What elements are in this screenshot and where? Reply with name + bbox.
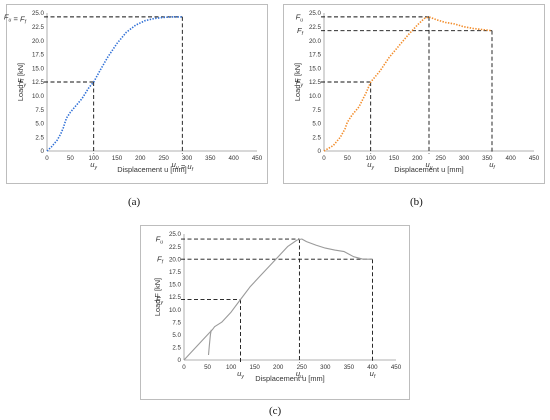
chart-a-svg: 0 2.5 5.0 7.5 10.0 12.5 15.0 17.5 20.0 22.5 25.0 0 5… <box>4 10 263 174</box>
x-tick-label: 250 <box>297 364 308 371</box>
x-tick-label: 150 <box>389 155 400 162</box>
x-tick-label: 450 <box>391 364 402 371</box>
x-axis-title: Displacement u [mm] <box>394 165 463 174</box>
y-tick-label: 17.5 <box>32 52 45 59</box>
x-tick-label: 100 <box>366 155 377 162</box>
y-tick-label: 20.0 <box>32 38 45 45</box>
series-line-a-0 <box>46 16 183 152</box>
x-tick-label: 200 <box>412 155 423 162</box>
y-axis-title: Load F [kN] <box>293 63 302 101</box>
y-axis-title: Load F [kN] <box>16 63 25 101</box>
series-line-c-0 <box>183 238 373 361</box>
x-tick-label: 150 <box>250 364 261 371</box>
x-marker-label: uu <box>425 160 432 171</box>
y-tick-label: 0 <box>318 148 322 155</box>
x-tick-label: 50 <box>204 364 211 371</box>
x-tick-label: 0 <box>322 155 326 162</box>
y-tick-label: 17.5 <box>169 269 182 276</box>
y-tick-label: 10.0 <box>309 93 322 100</box>
y-tick-label: 5.0 <box>172 332 181 339</box>
y-tick-label: 7.5 <box>35 107 44 114</box>
x-tick-label: 100 <box>89 155 100 162</box>
caption-a: (a) <box>128 196 141 208</box>
series-line-c-1 <box>207 329 212 356</box>
y-marker-label: Fu <box>296 12 304 23</box>
y-tick-label: 7.5 <box>312 107 321 114</box>
y-marker-label: Ff <box>297 26 304 37</box>
x-tick-label: 250 <box>159 155 170 162</box>
y-marker-label: Fu <box>156 234 164 245</box>
caption-b: (b) <box>410 196 423 208</box>
y-marker-label: Fu = Ff <box>4 12 27 25</box>
y-tick-label: 22.5 <box>169 244 182 251</box>
x-tick-label: 50 <box>67 155 74 162</box>
y-tick-label: 15.0 <box>169 282 182 289</box>
y-tick-label: 7.5 <box>172 319 181 326</box>
x-tick-label: 100 <box>226 364 237 371</box>
x-marker-label: uy <box>90 160 97 171</box>
x-marker-label: uy <box>367 160 374 171</box>
y-marker-label: Ff <box>157 255 164 266</box>
x-tick-label: 400 <box>506 155 517 162</box>
caption-c: (c) <box>269 405 282 417</box>
y-tick-label: 2.5 <box>312 134 321 141</box>
y-tick-label: 5.0 <box>312 121 321 128</box>
y-tick-label: 22.5 <box>32 24 45 31</box>
y-tick-label: 15.0 <box>309 65 322 72</box>
x-marker-label: uu = uf <box>172 160 194 173</box>
y-tick-label: 17.5 <box>309 52 322 59</box>
y-tick-label: 5.0 <box>35 121 44 128</box>
chart-panel-a: 0 2.5 5.0 7.5 10.0 12.5 15.0 17.5 20.0 22.5 25.0 0 5… <box>4 4 268 184</box>
y-tick-label: 25.0 <box>169 231 182 238</box>
y-tick-label: 2.5 <box>35 134 44 141</box>
y-tick-label: 10.0 <box>169 307 182 314</box>
y-tick-label: 25.0 <box>32 10 45 17</box>
y-tick-label: 0 <box>41 148 45 155</box>
x-marker-label: uf <box>370 369 376 380</box>
y-marker-label: Fy <box>156 295 164 306</box>
y-tick-label: 12.5 <box>309 79 322 86</box>
chart-c-svg: 0 2.5 5.0 7.5 10.0 12.5 15.0 17.5 20.0 22.5 25.0 0 5… <box>153 231 402 383</box>
x-tick-label: 350 <box>205 155 216 162</box>
y-marker-label: Fy <box>296 77 304 88</box>
y-tick-label: 25.0 <box>309 10 322 17</box>
y-tick-label: 12.5 <box>32 79 45 86</box>
y-tick-label: 20.0 <box>309 38 322 45</box>
y-tick-label: 10.0 <box>32 93 45 100</box>
y-tick-label: 15.0 <box>32 65 45 72</box>
x-tick-label: 400 <box>367 364 378 371</box>
x-axis-title: Displacement u [mm] <box>117 165 186 174</box>
x-axis-title: Displacement u [mm] <box>255 374 324 383</box>
x-tick-label: 350 <box>344 364 355 371</box>
y-marker-label: Fy <box>19 77 27 88</box>
y-tick-label: 12.5 <box>169 294 182 301</box>
x-tick-label: 250 <box>436 155 447 162</box>
x-marker-label: uu <box>296 369 303 380</box>
y-tick-label: 22.5 <box>309 24 322 31</box>
chart-b-svg: 0 2.5 5.0 7.5 10.0 12.5 15.0 17.5 20.0 22.5 25.0 0 5… <box>293 10 540 174</box>
x-tick-label: 0 <box>182 364 186 371</box>
x-tick-label: 300 <box>182 155 193 162</box>
x-tick-label: 200 <box>273 364 284 371</box>
x-tick-label: 300 <box>459 155 470 162</box>
x-tick-label: 450 <box>529 155 540 162</box>
x-marker-label: uy <box>237 369 244 380</box>
x-tick-label: 450 <box>252 155 263 162</box>
x-marker-label: uf <box>489 160 495 171</box>
chart-panel-b: 0 2.5 5.0 7.5 10.0 12.5 15.0 17.5 20.0 22.5 25.0 0 5… <box>283 4 545 184</box>
y-tick-label: 20.0 <box>169 256 182 263</box>
x-tick-label: 0 <box>45 155 49 162</box>
x-tick-label: 350 <box>482 155 493 162</box>
chart-panel-c: 0 2.5 5.0 7.5 10.0 12.5 15.0 17.5 20.0 22.5 25.0 0 5… <box>140 225 410 400</box>
y-tick-label: 0 <box>178 357 182 364</box>
y-axis-title: Load F [kN] <box>153 278 162 316</box>
y-tick-label: 2.5 <box>172 345 181 352</box>
series-line-b-0 <box>323 16 493 152</box>
x-tick-label: 150 <box>112 155 123 162</box>
x-tick-label: 300 <box>320 364 331 371</box>
x-tick-label: 50 <box>344 155 351 162</box>
x-tick-label: 200 <box>135 155 146 162</box>
x-tick-label: 400 <box>229 155 240 162</box>
